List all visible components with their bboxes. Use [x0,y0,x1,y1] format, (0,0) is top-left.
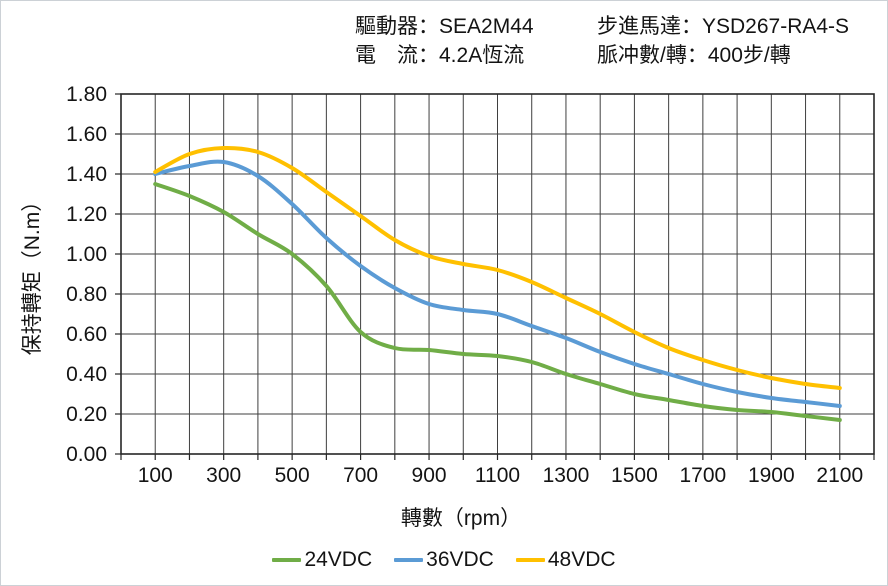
y-tick-label: 0.20 [66,403,107,426]
x-tick-label: 1700 [680,464,727,487]
header-right-column: 步進馬達：YSD267-RA4-S 脈冲數/轉：400步/轉 [597,12,849,70]
x-tick-label: 700 [343,464,378,487]
y-tick-label: 1.00 [66,243,107,266]
header-pulses: 脈冲數/轉：400步/轉 [597,44,791,67]
legend-swatch-36VDC [394,558,424,562]
torque-speed-chart: 100 300 500 700 900 1100 1300 1500 1700 1900 2100 0… [21,83,875,530]
y-tick-label: 1.80 [66,83,107,106]
x-tick-label: 300 [206,464,241,487]
x-tick-label: 100 [138,464,173,487]
x-tick-label: 1300 [543,464,590,487]
y-tick-label: 1.60 [66,123,107,146]
series-line-36VDC [153,159,842,408]
y-tick-label: 0.80 [66,283,107,306]
x-tick-label: 1900 [748,464,795,487]
legend-swatch-48VDC [515,558,545,562]
legend-item-48VDC: 48VDC [515,548,616,572]
y-tick-label: 1.40 [66,163,107,186]
legend-item-36VDC: 36VDC [394,548,494,572]
legend-label-36VDC: 36VDC [426,548,494,571]
header-left-column: 驅動器：SEA2M44 電 流：4.2A恆流 [355,12,534,70]
legend-swatch-24VDC [272,558,302,562]
y-tick-label: 0.00 [66,443,107,466]
y-axis-title: 保持轉矩（N.m） [21,191,44,356]
x-tick-label: 500 [275,464,310,487]
legend-item-24VDC: 24VDC [272,548,372,572]
series-line-48VDC [153,145,842,390]
legend-label-24VDC: 24VDC [304,548,373,571]
y-tick-label: 1.20 [66,203,107,226]
legend-label-48VDC: 48VDC [547,548,616,571]
y-tick-label: 0.60 [66,323,107,346]
header-motor: 步進馬達：YSD267-RA4-S [597,15,850,38]
x-tick-label: 1500 [611,464,658,487]
x-axis-title: 轉數（rpm） [401,507,521,530]
x-tick-label: 2100 [816,464,863,487]
header-current: 電 流：4.2A恆流 [355,44,525,67]
x-tick-label: 1100 [475,464,520,487]
x-tick-label: 900 [412,464,447,487]
y-tick-label: 0.40 [66,363,107,386]
chart-legend: 24VDC 36VDC 48VDC [1,548,887,572]
header-driver: 驅動器：SEA2M44 [355,15,534,38]
series-line-24VDC [153,182,842,422]
